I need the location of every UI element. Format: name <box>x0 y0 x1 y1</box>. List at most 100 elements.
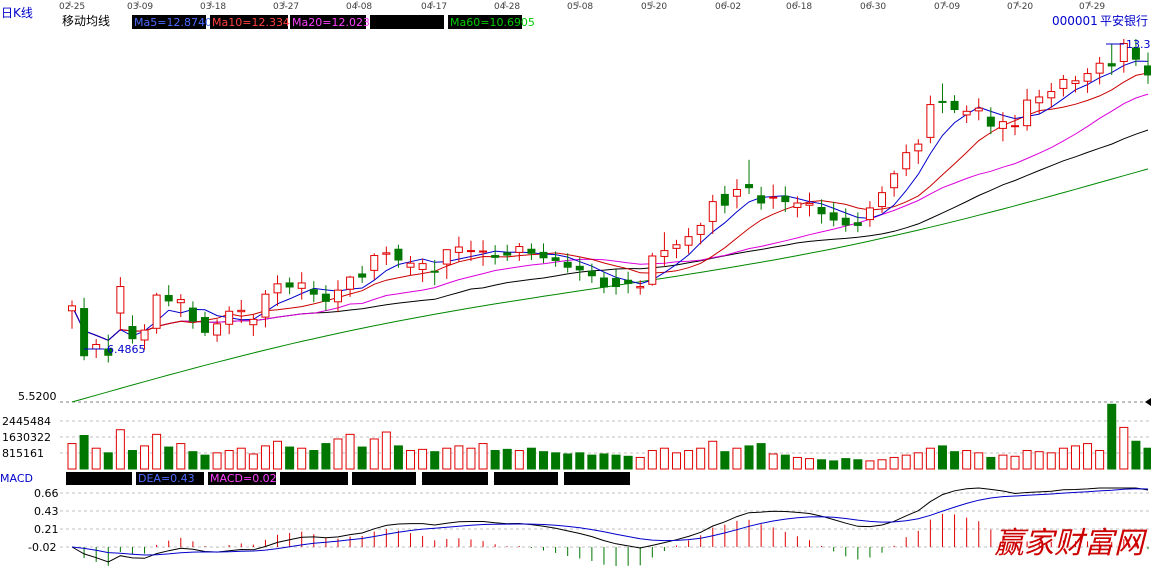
candle-body <box>165 296 172 301</box>
candle-body <box>685 237 692 246</box>
macd-title: MACD <box>0 472 33 485</box>
volume-bar <box>201 455 209 469</box>
candle-body <box>806 203 813 205</box>
candle-body <box>298 283 305 288</box>
ma5-legend-value: Ma5=12.8740 <box>134 16 212 29</box>
candle-body <box>540 252 547 257</box>
candle-body <box>999 122 1006 129</box>
date-tick-label: 06-02 <box>715 2 741 12</box>
price-floor-label: 5.5200 <box>18 390 57 403</box>
candle-up <box>649 253 656 286</box>
macd-tick-4: -0.02 <box>28 541 56 554</box>
volume-bar <box>213 453 221 469</box>
volume-bar <box>757 444 765 469</box>
candle-body <box>891 174 898 188</box>
ma60-legend-value: Ma60=10.6905 <box>450 16 535 29</box>
volume-bar <box>963 451 971 469</box>
date-tick-label: 04-17 <box>421 2 447 12</box>
volume-bar <box>745 446 753 469</box>
volume-bar <box>540 452 548 469</box>
macd-legend-box-5 <box>352 472 416 485</box>
low-price-label: 6.4865 <box>107 343 146 356</box>
volume-bar <box>370 439 378 469</box>
macd-legend-value: MACD=0.02 <box>210 472 277 485</box>
candle-body <box>455 247 462 252</box>
volume-bar <box>249 454 257 469</box>
date-tick-label: 03-18 <box>200 2 226 12</box>
volume-bar <box>80 436 88 470</box>
candle-body <box>1012 126 1019 127</box>
macd-tick-3: 0.21 <box>34 523 59 536</box>
candle-body <box>516 247 523 253</box>
candle-body <box>322 294 329 301</box>
candle-body <box>274 284 281 293</box>
dea-legend-value: DEA=0.43 <box>138 472 195 485</box>
candle-body <box>576 266 583 270</box>
candle-body <box>866 208 873 220</box>
volume-bar <box>878 460 886 469</box>
volume-bar <box>443 448 451 469</box>
candle-body <box>504 253 511 255</box>
volume-bar <box>733 448 741 469</box>
volume-bar <box>491 451 499 469</box>
volume-tick-low: 815161 <box>2 447 44 460</box>
volume-bar <box>92 448 100 469</box>
candle-body <box>407 263 414 267</box>
candle-body <box>443 250 450 264</box>
candle-body <box>383 253 390 254</box>
volume-bar <box>503 449 511 469</box>
macd-legend-box-1 <box>66 472 132 485</box>
volume-bar <box>685 451 693 469</box>
volume-bar <box>419 449 427 469</box>
indicator-label: 移动均线 <box>62 14 110 28</box>
candle-body <box>1048 92 1055 98</box>
date-tick-label: 02-25 <box>59 2 85 12</box>
volume-bar <box>781 455 789 469</box>
date-tick-label: 05-20 <box>641 2 667 12</box>
volume-bar <box>564 454 572 469</box>
volume-bar <box>600 454 608 469</box>
candle-body <box>419 264 426 270</box>
candle-body <box>782 196 789 201</box>
candle-body <box>818 207 825 213</box>
candle-body <box>879 193 886 207</box>
volume-bar <box>189 452 197 469</box>
chart-type-label: 日K线 <box>1 6 33 20</box>
high-price-label: 13.3 <box>1126 38 1151 51</box>
candle-body <box>286 283 293 287</box>
volume-bar <box>805 459 813 469</box>
volume-bar <box>672 453 680 469</box>
candle-body <box>201 318 208 333</box>
volume-bar <box>769 454 777 469</box>
ma10-legend-value: Ma10=12.3344 <box>212 16 297 29</box>
candle-body <box>238 310 245 311</box>
volume-bar <box>261 446 269 469</box>
volume-bar <box>1108 404 1116 469</box>
ma30-legend-box <box>370 15 444 29</box>
candle-body <box>709 202 716 222</box>
candle-body <box>903 153 910 169</box>
volume-bar <box>818 460 826 469</box>
volume-bar <box>274 441 282 469</box>
volume-bar <box>1120 427 1128 469</box>
watermark: 赢家财富网 <box>994 526 1148 561</box>
volume-bar <box>310 451 318 469</box>
volume-bar <box>793 457 801 469</box>
volume-bar <box>552 453 560 469</box>
candle-body <box>915 144 922 151</box>
candle-body <box>939 101 946 102</box>
date-tick-label: 07-09 <box>934 2 960 12</box>
volume-tick-high: 2445484 <box>2 415 51 428</box>
volume-bar <box>588 455 596 469</box>
volume-bar <box>177 444 185 469</box>
stock-name: 平安银行 <box>1100 13 1148 28</box>
volume-bar <box>890 457 898 469</box>
candle-body <box>528 249 535 253</box>
candle-body <box>1060 79 1067 88</box>
candle-body <box>987 117 994 126</box>
date-tick-label: 03-27 <box>273 2 299 12</box>
volume-bar <box>709 441 717 469</box>
volume-bar <box>576 453 584 469</box>
